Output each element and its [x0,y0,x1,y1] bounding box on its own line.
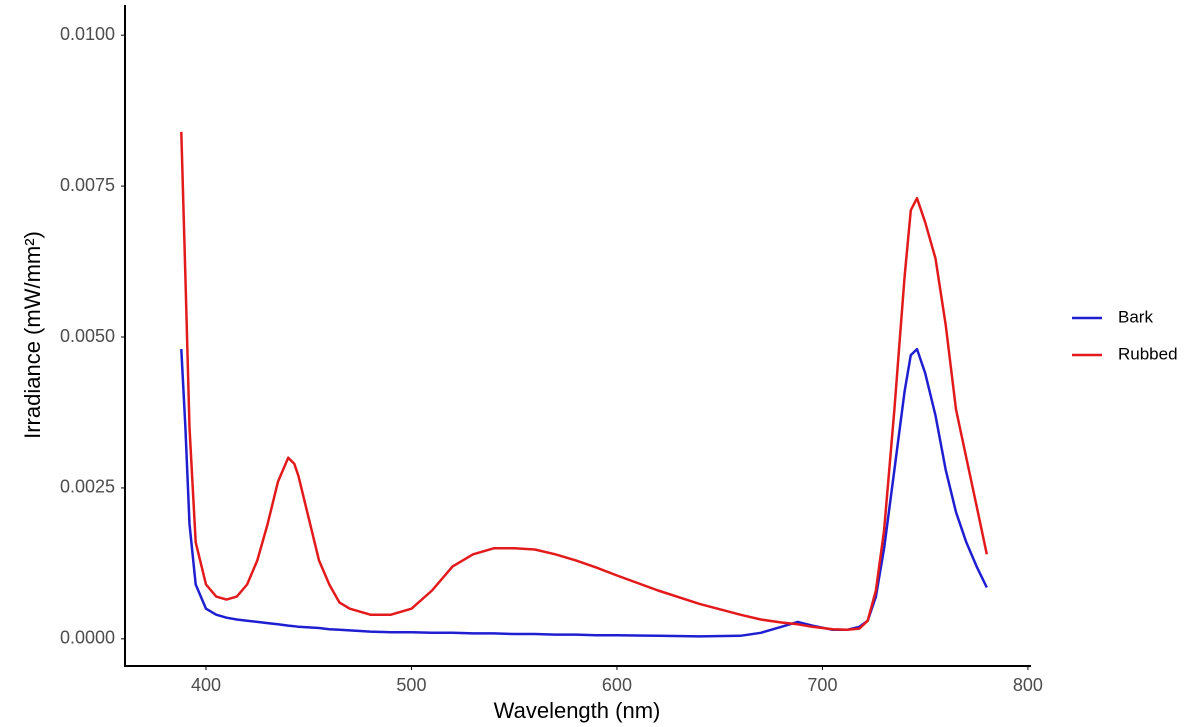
x-tick-label: 600 [602,675,632,695]
x-axis-title: Wavelength (nm) [494,698,661,723]
series-line [180,347,988,638]
legend-label: Rubbed [1118,344,1178,363]
legend-label: Bark [1118,307,1153,326]
x-tick-label: 800 [1013,675,1043,695]
series-line [180,131,989,632]
y-tick-label: 0.0025 [60,477,115,497]
y-tick-label: 0.0100 [60,24,115,44]
y-axis-title: Irradiance (mW/mm²) [20,231,45,439]
x-tick-label: 500 [396,675,426,695]
x-tick-label: 400 [191,675,221,695]
x-tick-label: 700 [807,675,837,695]
y-tick-label: 0.0075 [60,175,115,195]
y-tick-label: 0.0050 [60,326,115,346]
y-tick-label: 0.0000 [60,628,115,648]
